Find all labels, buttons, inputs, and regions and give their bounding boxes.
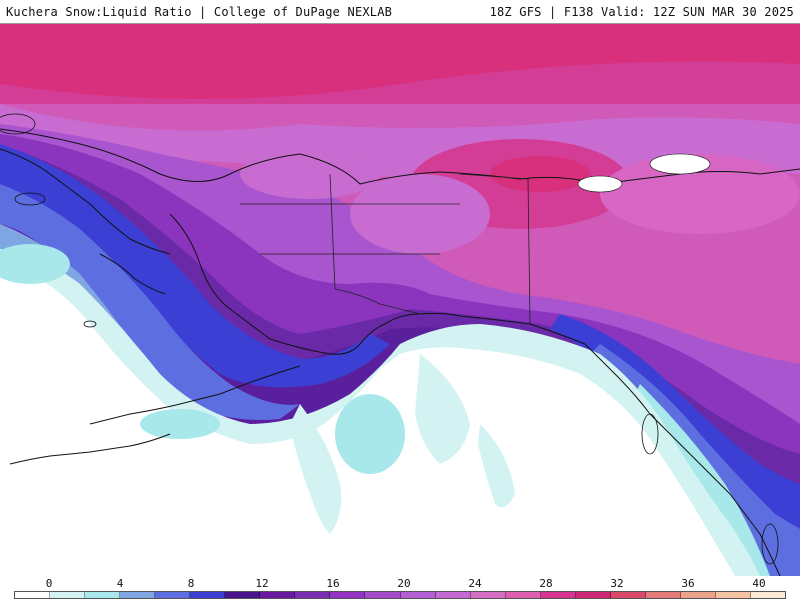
colorbar-bin xyxy=(15,592,51,598)
island-pribilof xyxy=(83,320,97,328)
colorbar-bin xyxy=(155,592,191,598)
great-bear-lake xyxy=(577,175,623,193)
chart-title: Kuchera Snow:Liquid Ratio | College of D… xyxy=(6,5,393,19)
pale-cyan-tongue xyxy=(290,404,342,534)
bering-coast xyxy=(0,148,171,255)
blue-band-alaska-coast xyxy=(0,144,390,388)
pale-cyan-south-tongue xyxy=(478,424,515,508)
us-canada-border xyxy=(329,173,336,290)
colorbar-bin xyxy=(85,592,121,598)
colorbar-bin xyxy=(190,592,226,598)
model-run-info: 18Z GFS | F138 Valid: 12Z SUN MAR 30 202… xyxy=(489,5,794,19)
cyan-blob-gulf xyxy=(335,394,405,474)
aleutian-chain xyxy=(9,433,171,465)
colorbar-bin xyxy=(400,592,436,598)
map-canvas xyxy=(0,24,800,576)
magenta-core-yukon xyxy=(490,156,590,192)
colorbar-bin xyxy=(295,592,331,598)
colorbar-tick-label: 0 xyxy=(45,577,53,590)
colorbar-tick-label: 28 xyxy=(539,577,553,590)
cyan-blob-bering xyxy=(0,244,70,284)
colorbar-bins xyxy=(14,591,786,599)
header-bar: Kuchera Snow:Liquid Ratio | College of D… xyxy=(0,0,800,24)
colorbar-bin xyxy=(260,592,296,598)
colorbar-bin xyxy=(50,592,86,598)
south-coast xyxy=(169,213,781,576)
island-st-lawrence xyxy=(14,192,46,206)
pale-cyan-gulf-tongue xyxy=(415,354,470,464)
orchid-blob-north-slope xyxy=(240,149,380,199)
blue-band-outer xyxy=(0,184,300,420)
colorbar-tick-label: 32 xyxy=(610,577,624,590)
colorbar-bin xyxy=(575,592,611,598)
alaska-peninsula xyxy=(89,365,301,425)
yukon-delta xyxy=(99,253,166,295)
colorbar-bin xyxy=(645,592,681,598)
snow-ratio-map[interactable] xyxy=(0,24,800,576)
lakes xyxy=(577,153,711,193)
cyan-blob-aleutians xyxy=(140,409,220,439)
colorbar-bin xyxy=(225,592,261,598)
colorbar-tick-label: 16 xyxy=(326,577,340,590)
colorbar-bin xyxy=(435,592,471,598)
colorbar-tick-label: 12 xyxy=(255,577,269,590)
colorbar-bin xyxy=(330,592,366,598)
colorbar-bin xyxy=(715,592,751,598)
colorbar-bin xyxy=(505,592,541,598)
orchid-blob-interior xyxy=(350,174,490,254)
island-haida-gwaii xyxy=(641,413,659,455)
colorbar-tick-label: 20 xyxy=(397,577,411,590)
panhandle-border xyxy=(334,288,421,315)
colorbar-bin xyxy=(120,592,156,598)
colorbar-bin xyxy=(750,592,786,598)
island-wrangel xyxy=(0,113,36,135)
yukon-nwt-border xyxy=(459,173,531,325)
colorbar-tick-label: 40 xyxy=(752,577,766,590)
colorbar: 0 4 8 12 16 20 24 28 32 36 40 xyxy=(0,576,800,600)
colorbar-bin xyxy=(680,592,716,598)
colorbar-bin xyxy=(365,592,401,598)
colorbar-tick-label: 4 xyxy=(116,577,124,590)
borders xyxy=(240,173,531,325)
pink-blob-east xyxy=(600,154,800,234)
colorbar-bin xyxy=(470,592,506,598)
island-vancouver xyxy=(761,523,779,565)
northern-lake xyxy=(649,153,711,175)
field-north-hot-magenta xyxy=(0,24,800,99)
coastlines xyxy=(0,128,800,576)
colorbar-tick-label: 24 xyxy=(468,577,482,590)
islands xyxy=(0,113,779,565)
arctic-coast xyxy=(0,128,800,185)
colorbar-tick-label: 36 xyxy=(681,577,695,590)
colorbar-bin xyxy=(610,592,646,598)
colorbar-tick-label: 8 xyxy=(187,577,195,590)
colorbar-bin xyxy=(540,592,576,598)
